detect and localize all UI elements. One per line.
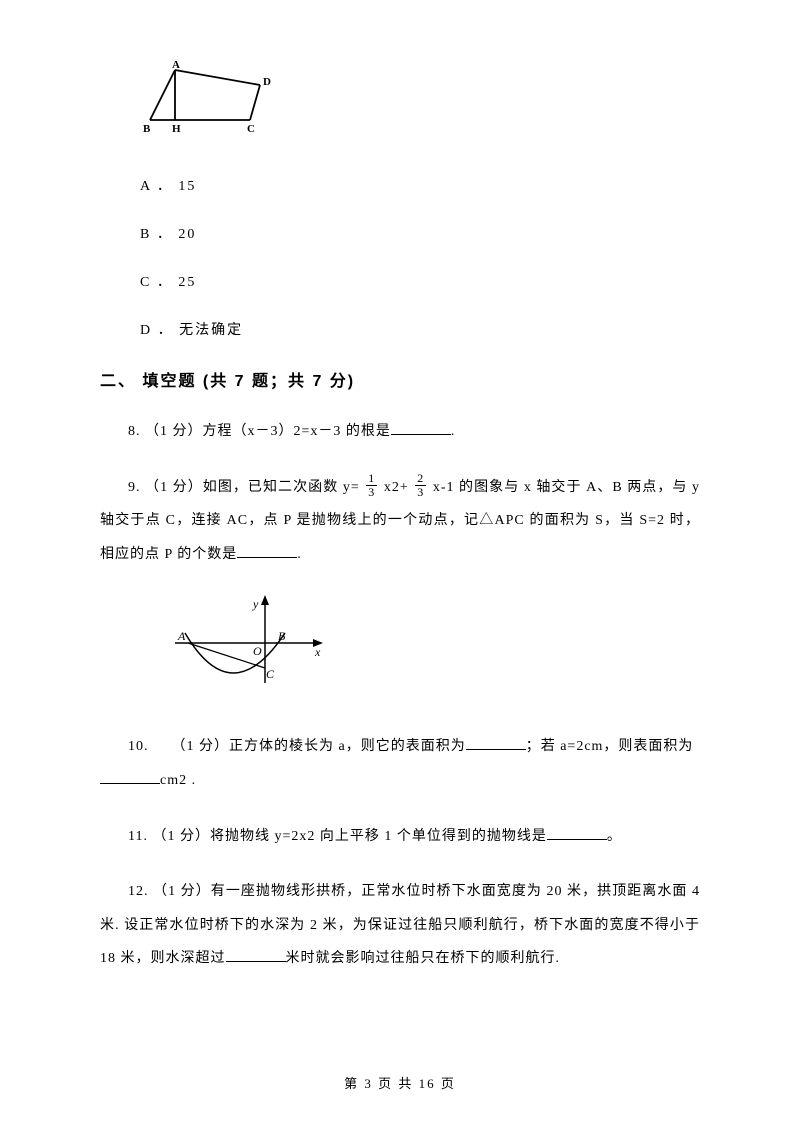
parabola-figure: A B C O x y xyxy=(170,593,700,708)
label-pc: C xyxy=(266,667,275,681)
label-pb: B xyxy=(278,629,286,643)
label-po: O xyxy=(253,644,262,658)
q10-text-post: cm2 . xyxy=(160,773,196,788)
label-pa: A xyxy=(177,629,186,643)
section-2-header: 二、 填空题 (共 7 题；共 7 分) xyxy=(100,367,700,391)
q11-text-pre: 11. （1 分）将抛物线 y=2x2 向上平移 1 个单位得到的抛物线是 xyxy=(128,829,547,844)
option-b: B ． 20 xyxy=(140,223,700,243)
q8-text-pre: 8. （1 分）方程（x－3）2=x－3 的根是 xyxy=(128,424,391,439)
q8-blank xyxy=(391,421,451,435)
question-12: 12. （1 分）有一座抛物线形拱桥，正常水位时桥下水面宽度为 20 米，拱顶距… xyxy=(100,875,700,976)
q11-blank xyxy=(547,826,607,840)
q9-frac2: 23 xyxy=(415,472,426,499)
question-8: 8. （1 分）方程（x－3）2=x－3 的根是. xyxy=(100,415,700,449)
trapezoid-figure: A B C D H xyxy=(140,60,700,145)
label-py: y xyxy=(252,597,259,611)
label-h: H xyxy=(172,123,181,135)
q10-text-pre: 10. （1 分）正方体的棱长为 a，则它的表面积为 xyxy=(128,739,466,754)
label-a: A xyxy=(172,60,180,71)
label-b: B xyxy=(143,123,151,135)
q10-blank2 xyxy=(100,770,160,784)
question-10: 10. （1 分）正方体的棱长为 a，则它的表面积为 ；若 a=2cm，则表面积为… xyxy=(100,730,700,797)
label-c: C xyxy=(247,123,255,135)
q12-blank xyxy=(226,948,286,962)
q9-blank xyxy=(237,544,297,558)
q9-frac1: 13 xyxy=(366,472,377,499)
label-px: x xyxy=(314,645,321,659)
q8-text-post: . xyxy=(451,424,456,439)
question-9: 9. （1 分）如图，已知二次函数 y= 13 x2+ 23 x-1 的图象与 … xyxy=(100,471,700,572)
q10-blank1 xyxy=(466,736,526,750)
q9-text-pre: 9. （1 分）如图，已知二次函数 y= xyxy=(128,480,364,495)
q9-text-post: . xyxy=(297,547,302,562)
q10-text-mid: ；若 a=2cm，则表面积为 xyxy=(526,739,694,754)
option-d: D ． 无法确定 xyxy=(140,319,700,339)
q12-text-post: 米时就会影响过往船只在桥下的顺利航行. xyxy=(286,951,561,966)
question-11: 11. （1 分）将抛物线 y=2x2 向上平移 1 个单位得到的抛物线是 。 xyxy=(100,820,700,854)
q11-text-post: 。 xyxy=(607,829,622,844)
label-d: D xyxy=(263,76,271,88)
q9-mid1: x2+ xyxy=(379,480,413,495)
option-a: A ． 15 xyxy=(140,175,700,195)
page-footer: 第 3 页 共 16 页 xyxy=(0,1073,800,1092)
option-c: C ． 25 xyxy=(140,271,700,291)
